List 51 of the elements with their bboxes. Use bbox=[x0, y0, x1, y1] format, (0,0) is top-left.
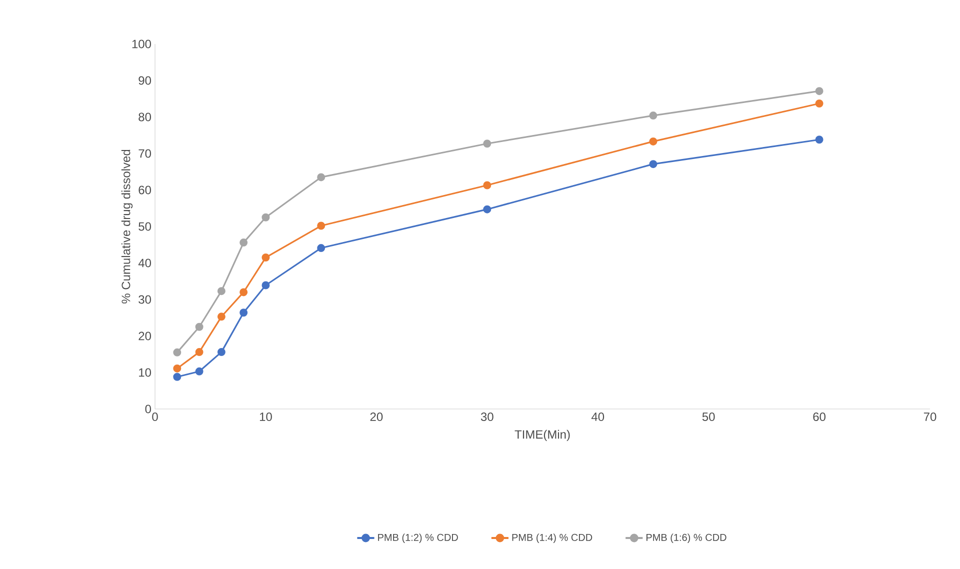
x-tick-label: 20 bbox=[370, 412, 383, 422]
point bbox=[195, 322, 204, 331]
point bbox=[483, 140, 492, 148]
x-tick-label: 50 bbox=[702, 412, 715, 422]
point bbox=[483, 181, 492, 190]
point bbox=[173, 348, 182, 356]
point bbox=[262, 281, 270, 290]
legend-label: PMB (1:2) % CDD bbox=[378, 534, 458, 543]
point bbox=[217, 287, 226, 296]
y-tick-label: 10 bbox=[139, 368, 152, 377]
x-tick-label: 60 bbox=[813, 412, 826, 422]
y-tick-label: 100 bbox=[132, 40, 152, 48]
point bbox=[317, 173, 326, 182]
x-tick-label: 40 bbox=[591, 412, 604, 422]
point bbox=[649, 112, 658, 120]
y-axis-title: % Cumulative drug dissolved bbox=[121, 150, 133, 304]
y-tick-label: 90 bbox=[138, 76, 152, 85]
point bbox=[815, 99, 824, 108]
x-tick-label: 10 bbox=[260, 412, 272, 422]
point bbox=[262, 213, 270, 222]
y-tick-label: 40 bbox=[138, 258, 152, 268]
x-tick-label: 0 bbox=[152, 412, 158, 422]
point bbox=[649, 137, 658, 146]
point bbox=[240, 288, 248, 296]
point bbox=[217, 348, 226, 356]
y-tick-label: 50 bbox=[138, 222, 152, 231]
x-tick-label: 70 bbox=[924, 412, 936, 422]
point bbox=[173, 372, 182, 381]
point bbox=[217, 312, 226, 321]
point bbox=[483, 205, 492, 214]
point bbox=[649, 160, 658, 168]
point bbox=[173, 364, 182, 372]
y-tick-label: 20 bbox=[138, 332, 152, 340]
point bbox=[240, 308, 248, 317]
y-tick-label: 60 bbox=[138, 186, 152, 194]
legend-label: PMB (1:4) % CDD bbox=[512, 534, 592, 543]
point bbox=[240, 238, 248, 247]
point bbox=[317, 244, 326, 252]
point bbox=[195, 367, 204, 376]
y-tick-label: 80 bbox=[138, 112, 152, 122]
y-tick-label: 30 bbox=[138, 295, 152, 304]
y-tick-label: 0 bbox=[145, 404, 152, 414]
legend-label: PMB (1:6) % CDD bbox=[646, 534, 726, 543]
point bbox=[195, 348, 204, 356]
x-axis-title: TIME(Min) bbox=[514, 430, 570, 442]
y-tick-label: 70 bbox=[138, 149, 152, 158]
point bbox=[262, 254, 270, 262]
x-tick-label: 30 bbox=[480, 412, 494, 422]
point bbox=[815, 87, 824, 96]
point bbox=[815, 136, 824, 144]
point bbox=[317, 222, 326, 230]
